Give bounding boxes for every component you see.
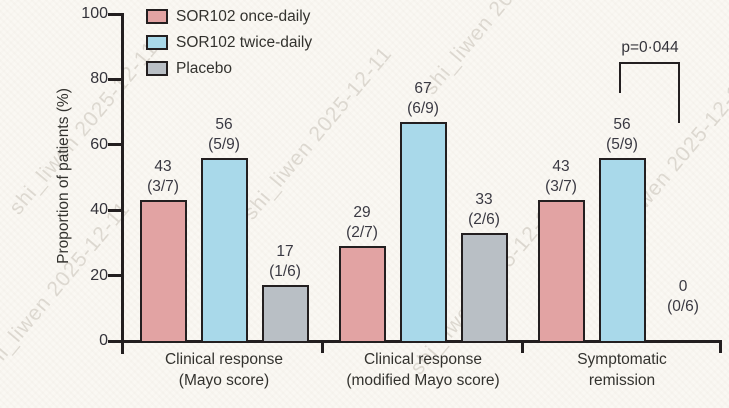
- category-label-line: Symptomatic: [577, 351, 667, 368]
- bar-percent: 29: [353, 204, 371, 222]
- bar-value-label: 33 (2/6): [439, 190, 529, 230]
- legend-label: SOR102 twice-daily: [176, 33, 313, 51]
- bar-fraction: (6/9): [407, 99, 439, 117]
- x-axis-group-tick: [521, 340, 524, 353]
- category-label: Clinical response (Mayo score): [104, 350, 344, 391]
- p-bracket-left-leg: [619, 62, 621, 93]
- y-tick-label: 80: [90, 70, 108, 88]
- bar-sor102-twice-daily: [200, 157, 248, 343]
- category-label: Symptomatic remission: [502, 350, 729, 391]
- bar-value-label: 17 (1/6): [240, 242, 330, 282]
- bar-placebo: [261, 285, 309, 343]
- bar-percent: 43: [552, 158, 570, 176]
- category-label-line: (Mayo score): [178, 371, 270, 389]
- bar-value-label: 67 (6/9): [378, 79, 468, 119]
- category-label-line: Clinical response: [164, 351, 284, 368]
- bar-fraction: (5/9): [606, 135, 638, 153]
- category-label-line: remission: [588, 371, 656, 389]
- y-tick-label: 100: [81, 5, 108, 22]
- bar-percent: 17: [276, 243, 294, 261]
- bar-sor102-twice-daily: [598, 157, 646, 343]
- y-tick-mark: [108, 274, 121, 278]
- y-tick-mark: [108, 12, 121, 16]
- y-tick-mark: [108, 143, 121, 147]
- bar-fraction: (3/7): [545, 178, 577, 196]
- bar-value-label: 56 (5/9): [577, 115, 667, 155]
- legend-swatch: [146, 9, 168, 24]
- x-axis-group-tick: [321, 340, 324, 353]
- bar-sor102-once-daily: [537, 200, 585, 343]
- legend-swatch: [146, 35, 168, 50]
- legend-label: Placebo: [176, 59, 233, 77]
- bar-percent: 33: [475, 191, 493, 209]
- y-tick-mark: [108, 339, 121, 343]
- legend-row: SOR102 once-daily: [146, 8, 312, 25]
- y-tick-label: 40: [90, 201, 108, 219]
- legend-label: SOR102 once-daily: [176, 7, 311, 25]
- bar-percent: 0: [678, 278, 688, 295]
- bar-percent: 56: [613, 115, 631, 133]
- bar-value-label: 43 (3/7): [516, 157, 606, 197]
- bar-sor102-once-daily: [139, 200, 187, 343]
- bar-placebo: [460, 233, 508, 343]
- x-axis-group-tick: [719, 340, 722, 353]
- y-axis-title: Proportion of patients (%): [55, 88, 72, 264]
- y-axis-line: [121, 13, 124, 354]
- bar-fraction: (1/6): [269, 263, 301, 281]
- bar-fraction: (0/6): [667, 298, 699, 315]
- p-bracket-top: [619, 62, 680, 64]
- bar-sor102-twice-daily: [399, 121, 447, 343]
- bar-percent: 43: [154, 158, 172, 176]
- bar-fraction: (5/9): [208, 135, 240, 153]
- bar-value-label: 0 (0/6): [638, 277, 728, 317]
- bar-value-label: 29 (2/7): [317, 203, 407, 243]
- category-label-line: Clinical response: [363, 351, 483, 368]
- bar-fraction: (2/6): [468, 211, 500, 229]
- y-tick-label: 0: [99, 332, 108, 349]
- bar-percent: 67: [414, 79, 432, 97]
- legend: SOR102 once-daily SOR102 twice-daily Place…: [146, 8, 312, 86]
- bar-fraction: (3/7): [147, 178, 179, 196]
- bar-percent: 56: [215, 115, 233, 133]
- p-value-label: p=0·044: [621, 39, 679, 56]
- y-tick-mark: [108, 208, 121, 212]
- p-bracket-right-leg: [678, 62, 680, 123]
- bar-value-label: 43 (3/7): [118, 157, 208, 197]
- category-label-line: (modified Mayo score): [346, 371, 500, 389]
- bar-value-label: 56 (5/9): [179, 115, 269, 155]
- bar-sor102-once-daily: [338, 246, 386, 343]
- y-tick-label: 20: [90, 266, 108, 284]
- y-tick-mark: [108, 77, 121, 81]
- legend-row: Placebo: [146, 60, 312, 77]
- legend-row: SOR102 twice-daily: [146, 34, 312, 51]
- category-label: Clinical response (modified Mayo score): [303, 350, 543, 391]
- bar-fraction: (2/7): [346, 224, 378, 242]
- y-tick-label: 60: [90, 135, 108, 153]
- legend-swatch: [146, 61, 168, 76]
